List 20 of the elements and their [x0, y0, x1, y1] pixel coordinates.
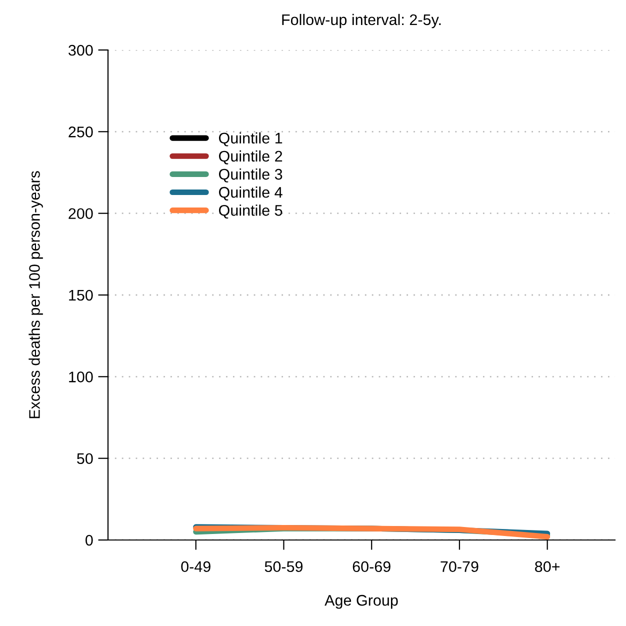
y-tick-label: 0: [86, 534, 93, 546]
y-tick-label: 250: [68, 126, 93, 138]
x-tick-label: 60-69: [352, 561, 390, 572]
x-tick-label: 0-49: [181, 561, 210, 572]
y-tick-label: 300: [68, 44, 93, 56]
x-axis-title: Age Group: [324, 594, 398, 609]
y-tick-label: 100: [69, 372, 93, 382]
y-tick-label: 200: [68, 208, 93, 220]
y-axis-title: Excess deaths per 100 person-years: [28, 171, 43, 418]
x-tick-label: 80+: [535, 561, 560, 572]
legend-label: Quintile 3: [219, 168, 282, 182]
x-tick-label: 70-79: [440, 561, 478, 572]
legend-label: Quintile 2: [219, 150, 282, 164]
chart-title: Follow-up interval: 2-5y.: [282, 14, 441, 28]
x-tick-label: 50-59: [264, 561, 303, 572]
y-tick-label: 50: [77, 453, 93, 464]
legend-label: Quintile 4: [219, 186, 282, 200]
legend-label: Quintile 5: [219, 204, 282, 219]
y-tick-label: 150: [69, 290, 93, 301]
legend-label: Quintile 1: [219, 132, 282, 146]
